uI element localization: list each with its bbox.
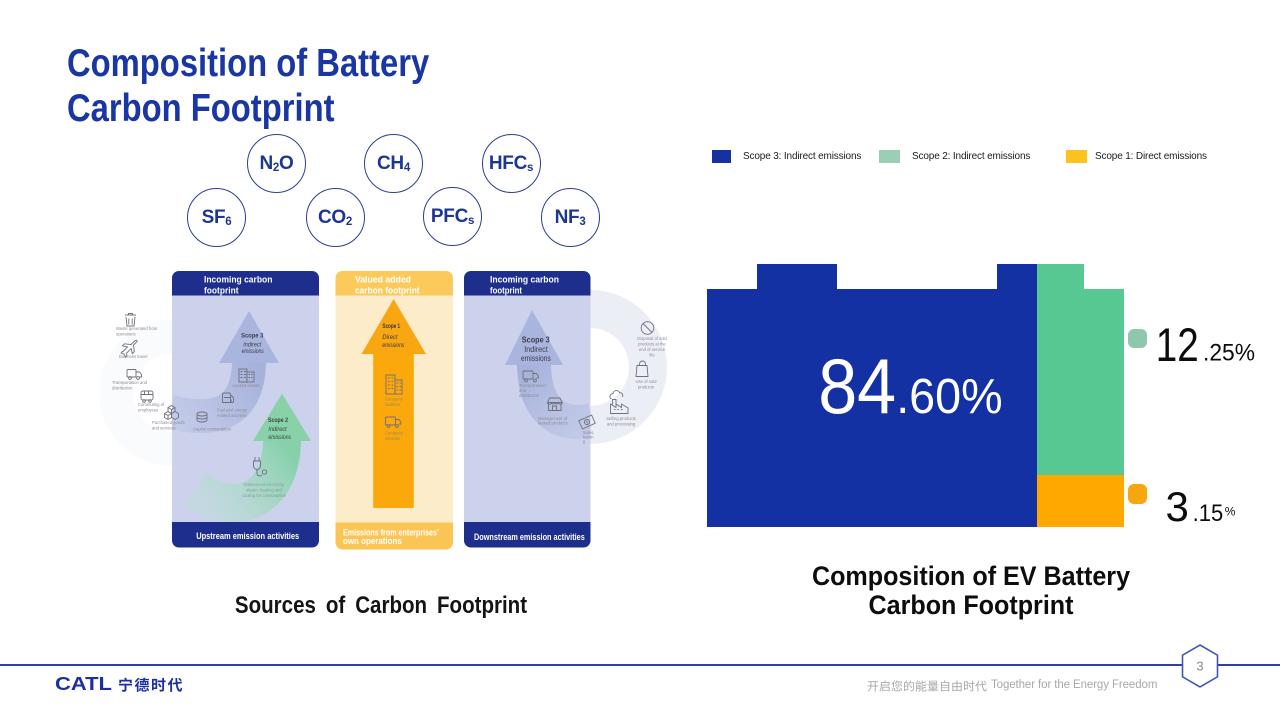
svg-text:12: 12 (1156, 318, 1199, 371)
svg-text:Scope 1: Scope 1 (382, 323, 400, 330)
svg-text:and services: and services (152, 426, 176, 431)
svg-text:and: and (519, 388, 527, 393)
svg-text:Capital consumption: Capital consumption (193, 427, 232, 432)
svg-text:Commuting of: Commuting of (138, 402, 165, 407)
svg-text:end of service: end of service (639, 347, 666, 352)
svg-text:distribution: distribution (112, 386, 133, 391)
svg-text:Indirect: Indirect (524, 345, 548, 354)
svg-text:Company: Company (385, 431, 404, 436)
svg-text:products at the: products at the (638, 342, 666, 347)
svg-text:Upstream emission activities: Upstream emission activities (196, 531, 299, 541)
svg-text:vehicles: vehicles (385, 436, 400, 441)
svg-text:3: 3 (1166, 483, 1189, 530)
svg-text:84: 84 (818, 342, 896, 430)
svg-text:carbon footprint: carbon footprint (355, 285, 420, 296)
svg-text:Use of sold: Use of sold (636, 379, 658, 384)
svg-text:Transportation: Transportation (519, 383, 547, 388)
svg-text:Scope 2: Scope 2 (268, 417, 288, 424)
svg-text:Disposal of sold: Disposal of sold (637, 336, 667, 341)
svg-text:Incoming carbon: Incoming carbon (490, 275, 559, 286)
svg-text:Outsourced electricity,: Outsourced electricity, (243, 482, 284, 487)
svg-text:emissions: emissions (382, 342, 404, 349)
svg-text:Emissions from enterprises': Emissions from enterprises' (343, 528, 439, 538)
svg-text:Transportation and: Transportation and (112, 380, 148, 385)
svg-text:.15: .15 (1193, 500, 1224, 527)
svg-text:Downstream emission activities: Downstream emission activities (474, 532, 585, 542)
svg-text:own operations: own operations (343, 536, 402, 546)
svg-text:and processing: and processing (607, 422, 636, 427)
svg-text:Selling products: Selling products (606, 416, 636, 421)
svg-text:Company: Company (385, 397, 404, 402)
svg-text:steam, heating and: steam, heating and (246, 488, 282, 493)
svg-text:Management of: Management of (538, 416, 568, 421)
svg-text:Business travel: Business travel (119, 354, 147, 359)
svg-text:Scope 3: Scope 3 (241, 332, 263, 339)
svg-text:Fuel and energy: Fuel and energy (217, 408, 248, 413)
svg-text:Valued added: Valued added (355, 275, 411, 286)
svg-text:leased products: leased products (538, 421, 568, 426)
svg-text:related activities: related activities (217, 413, 247, 418)
svg-text:facilities: facilities (385, 402, 400, 407)
svg-text:products: products (638, 385, 654, 390)
svg-text:emissions: emissions (242, 348, 265, 355)
svg-text:%: % (1225, 505, 1236, 519)
svg-text:Purchased goods: Purchased goods (152, 420, 185, 425)
svg-text:.25%: .25% (1203, 339, 1255, 366)
svg-text:Waste generated from: Waste generated from (116, 326, 158, 331)
svg-text:footprint: footprint (490, 285, 523, 296)
svg-text:Scope 3: Scope 3 (522, 334, 550, 344)
svg-text:Sales,: Sales, (583, 430, 595, 435)
svg-text:cooling for consumption: cooling for consumption (242, 493, 287, 498)
svg-text:emissions: emissions (268, 434, 291, 441)
svg-text:Indirect: Indirect (243, 342, 262, 349)
svg-text:life: life (649, 353, 655, 358)
svg-text:employees: employees (138, 408, 158, 413)
svg-text:Incoming carbon: Incoming carbon (204, 275, 273, 286)
svg-text:3: 3 (1196, 659, 1203, 674)
svg-text:Leased assets: Leased assets (232, 383, 259, 388)
svg-text:operations: operations (116, 332, 136, 337)
svg-text:Indirect: Indirect (268, 426, 287, 433)
svg-text:g: g (583, 439, 586, 444)
svg-text:.60%: .60% (896, 370, 1002, 424)
svg-text:footprint: footprint (204, 285, 239, 296)
svg-text:leasin: leasin (583, 435, 595, 440)
svg-text:distribution: distribution (519, 393, 540, 398)
svg-text:Direct: Direct (382, 334, 397, 341)
svg-text:emissions: emissions (521, 354, 551, 363)
